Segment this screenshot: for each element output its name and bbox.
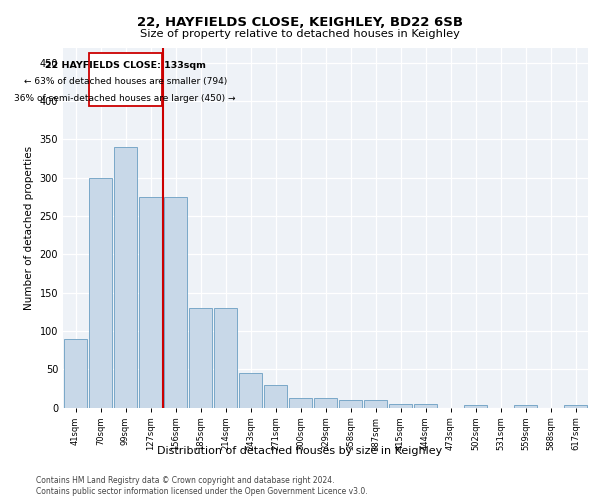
Bar	[338, 400, 362, 407]
Bar	[364, 400, 388, 407]
Bar	[89, 178, 112, 408]
Bar	[113, 147, 137, 407]
FancyBboxPatch shape	[89, 53, 162, 106]
Bar	[314, 398, 337, 407]
Text: 36% of semi-detached houses are larger (450) →: 36% of semi-detached houses are larger (…	[14, 94, 236, 103]
Bar	[563, 405, 587, 407]
Y-axis label: Number of detached properties: Number of detached properties	[24, 146, 34, 310]
Bar	[389, 404, 412, 407]
Text: Size of property relative to detached houses in Keighley: Size of property relative to detached ho…	[140, 29, 460, 39]
Bar	[188, 308, 212, 408]
Bar	[139, 197, 163, 408]
Text: Distribution of detached houses by size in Keighley: Distribution of detached houses by size …	[157, 446, 443, 456]
Text: Contains HM Land Registry data © Crown copyright and database right 2024.: Contains HM Land Registry data © Crown c…	[36, 476, 335, 485]
Text: Contains public sector information licensed under the Open Government Licence v3: Contains public sector information licen…	[36, 487, 368, 496]
Text: 22 HAYFIELDS CLOSE: 133sqm: 22 HAYFIELDS CLOSE: 133sqm	[44, 60, 206, 70]
Text: 22, HAYFIELDS CLOSE, KEIGHLEY, BD22 6SB: 22, HAYFIELDS CLOSE, KEIGHLEY, BD22 6SB	[137, 16, 463, 29]
Text: ← 63% of detached houses are smaller (794): ← 63% of detached houses are smaller (79…	[23, 78, 227, 86]
Bar	[289, 398, 313, 407]
Bar	[164, 197, 187, 408]
Bar	[64, 338, 88, 407]
Bar	[214, 308, 238, 408]
Bar	[239, 373, 262, 408]
Bar	[464, 405, 487, 407]
Bar	[413, 404, 437, 407]
Bar	[514, 405, 538, 407]
Bar	[263, 384, 287, 407]
